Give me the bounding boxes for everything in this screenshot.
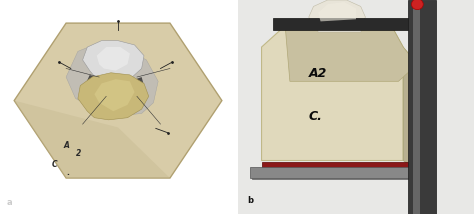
Polygon shape bbox=[309, 0, 365, 26]
Bar bbox=[413, 0, 419, 214]
Polygon shape bbox=[66, 43, 158, 116]
Text: C.: C. bbox=[309, 110, 323, 123]
Polygon shape bbox=[403, 47, 417, 171]
Polygon shape bbox=[262, 26, 403, 160]
Polygon shape bbox=[318, 2, 356, 21]
Polygon shape bbox=[78, 73, 149, 120]
Polygon shape bbox=[14, 101, 170, 178]
Text: A2: A2 bbox=[309, 67, 327, 80]
Text: .: . bbox=[66, 168, 69, 177]
Text: b: b bbox=[247, 196, 254, 205]
Bar bbox=[408, 0, 436, 214]
Text: C: C bbox=[52, 160, 57, 169]
Polygon shape bbox=[85, 75, 144, 96]
Polygon shape bbox=[82, 41, 144, 81]
Bar bbox=[318, 19, 361, 32]
Circle shape bbox=[411, 0, 423, 10]
Bar bbox=[273, 18, 415, 30]
Bar bbox=[262, 162, 408, 173]
Text: a: a bbox=[7, 198, 13, 207]
Polygon shape bbox=[14, 23, 222, 178]
Polygon shape bbox=[285, 26, 417, 81]
Text: A: A bbox=[64, 141, 70, 150]
Bar bbox=[250, 167, 419, 178]
Polygon shape bbox=[97, 47, 130, 71]
Text: 2: 2 bbox=[75, 149, 81, 158]
Polygon shape bbox=[94, 79, 135, 111]
Bar bbox=[252, 172, 413, 179]
